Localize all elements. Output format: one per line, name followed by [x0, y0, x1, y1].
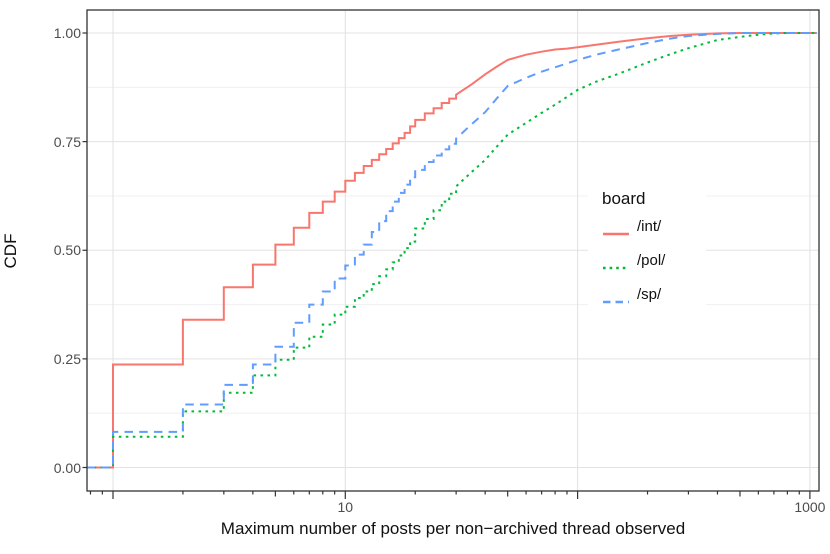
legend-key-line-icon — [602, 292, 630, 304]
x-axis-logticks — [89, 491, 811, 499]
legend-item-label: /pol/ — [637, 252, 666, 269]
x-axis-title: Maximum number of posts per non−archived… — [220, 519, 686, 538]
x-axis-label-10: 10 — [337, 499, 354, 515]
y-axis-label-0.00: 0.00 — [53, 459, 81, 476]
y-axis-label-0.50: 0.50 — [53, 242, 81, 259]
y-axis-title: CDF — [1, 233, 20, 269]
legend: board /int/ /pol/ /sp/ — [588, 181, 706, 315]
legend-item-label: /int/ — [637, 218, 662, 235]
y-axis-ticks — [82, 32, 87, 469]
legend-key-line-icon — [602, 258, 630, 270]
cdf-curve-int — [87, 32, 817, 469]
legend-item-pol: /pol/ — [602, 249, 700, 273]
cdf-curve-pol — [87, 32, 817, 469]
y-axis-label-0.25: 0.25 — [53, 350, 81, 367]
legend-title: board — [602, 189, 646, 208]
legend-item-int: /int/ — [602, 215, 700, 239]
legend-key-line-icon — [602, 224, 630, 236]
series-layer — [87, 32, 817, 469]
legend-item-sp: /sp/ — [602, 283, 700, 307]
y-axis-label-0.75: 0.75 — [53, 133, 81, 150]
legend-items: /int/ /pol/ /sp/ — [602, 215, 700, 307]
legend-item-label: /sp/ — [637, 286, 662, 303]
x-axis-label-1000: 1000 — [794, 499, 826, 515]
y-axis-label-1.00: 1.00 — [53, 25, 81, 41]
